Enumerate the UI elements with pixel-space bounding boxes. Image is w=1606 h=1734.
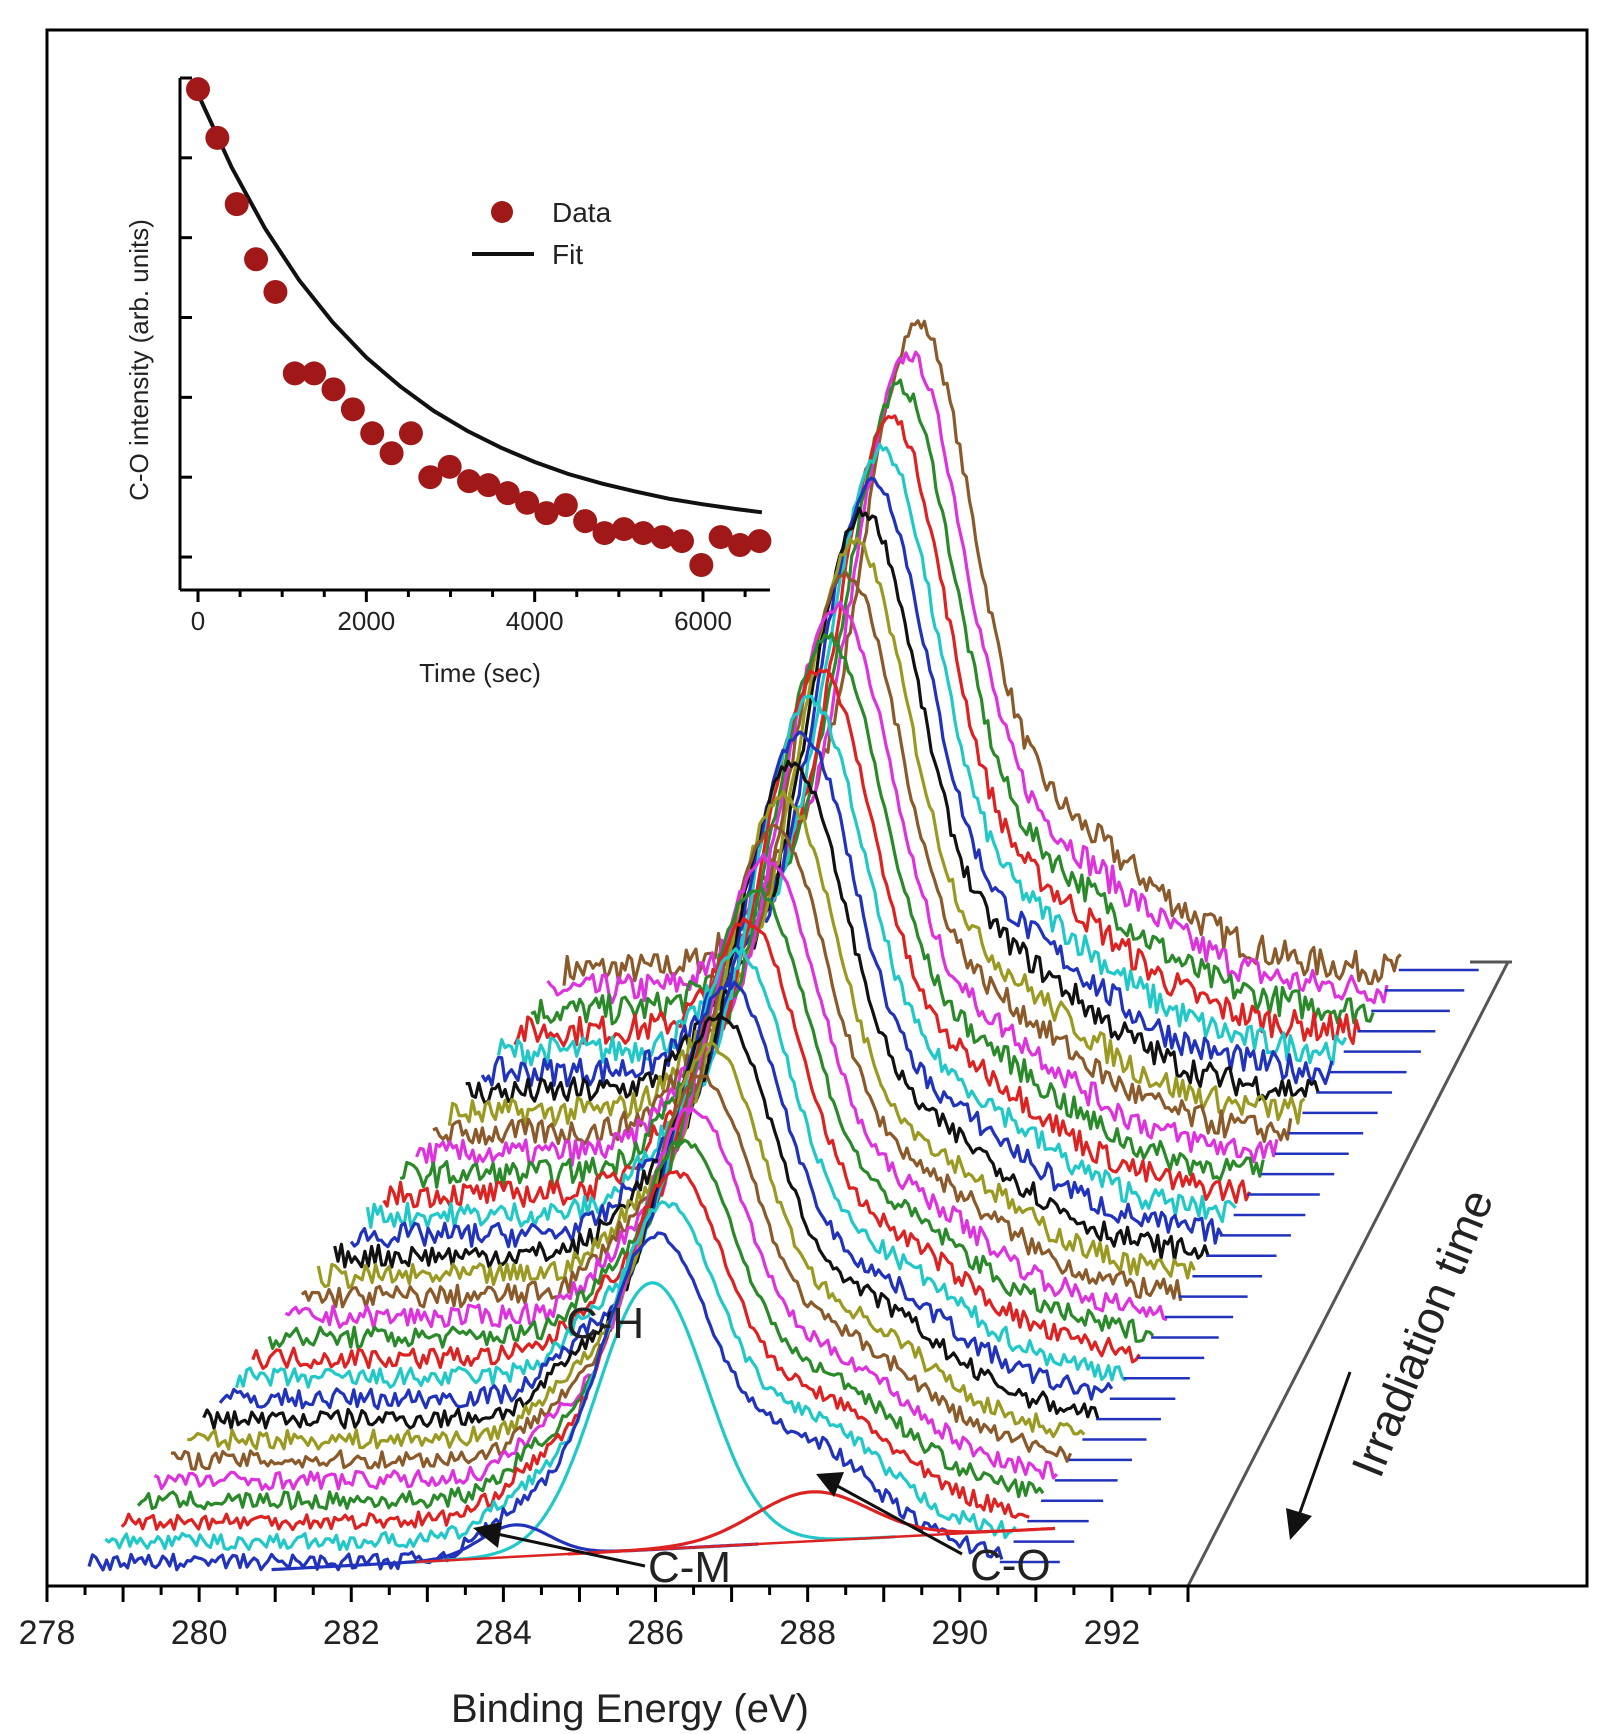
spectrum-line (496, 442, 1348, 1068)
peak-label-ch: C-H (566, 1299, 644, 1348)
spectrum-line (562, 319, 1402, 986)
inset-data-point (747, 529, 772, 554)
x-tick-label: 288 (779, 1614, 836, 1652)
inset-x-tick-label: 4000 (506, 606, 564, 636)
x-axis: 278 280 282 284 286 288 290 292 (19, 1584, 1587, 1652)
inset-x-tick-label: 6000 (674, 606, 732, 636)
x-tick-label: 292 (1084, 1614, 1141, 1652)
fit-line (196, 93, 763, 515)
inset-data-points (186, 77, 772, 578)
inset-data-point (689, 553, 714, 578)
inset-data-point (611, 517, 636, 542)
inset-data-point (340, 397, 365, 422)
spectrum-line (136, 1138, 1045, 1511)
inset-data-point (302, 361, 327, 386)
inset-data-point (398, 421, 423, 446)
spectrum-line (87, 1231, 1004, 1572)
inset-data-point (515, 490, 540, 515)
inset-data-point (708, 525, 733, 550)
x-tick-label: 280 (171, 1614, 228, 1652)
x-tick-label: 284 (475, 1614, 532, 1652)
inset-data-point (224, 192, 249, 217)
inset-data-point (495, 481, 520, 506)
inset-data-point (321, 377, 346, 402)
spectrum-line (447, 536, 1306, 1128)
x-tick-label: 286 (627, 1614, 684, 1652)
co-arrow (829, 1480, 963, 1556)
component-background (416, 1527, 1040, 1564)
inset-data-point (476, 473, 501, 498)
inset-axes: 0 2000 4000 6000 (178, 76, 770, 636)
inset-data-point (669, 529, 694, 554)
cm-arrow (487, 1530, 646, 1568)
inset-legend: Data Fit (472, 197, 612, 270)
inset-data-point (573, 509, 598, 534)
inset-x-axis-title: Time (sec) (419, 658, 541, 688)
x-tick-label: 282 (323, 1614, 380, 1652)
spectrum-line (530, 378, 1375, 1026)
spectrum-line (432, 569, 1293, 1146)
inset-data-point (592, 521, 617, 546)
spectrum-line (399, 631, 1265, 1189)
inset-data-point (379, 441, 404, 466)
inset-data-point (728, 533, 753, 558)
spectrum-line (382, 668, 1251, 1209)
x-tick-label: 278 (19, 1614, 76, 1652)
inset-data-point (553, 493, 578, 518)
spectrum-line (415, 600, 1279, 1168)
inset-data-point (282, 361, 307, 386)
plot-frame (45, 28, 1589, 1588)
legend-data-label: Data (552, 197, 612, 228)
spectrum-line (333, 759, 1210, 1269)
spectrum-line (513, 414, 1362, 1048)
depth-axis (1186, 960, 1512, 1587)
inset-data-point (244, 247, 269, 272)
spectrum-line (465, 506, 1320, 1106)
spectrum-line (187, 1041, 1086, 1451)
inset-data-point (360, 421, 385, 446)
peak-label-cm: C-M (648, 1543, 731, 1592)
inset-data-point (631, 521, 656, 546)
spectrum-line (120, 1169, 1030, 1532)
legend-data-marker (491, 201, 513, 223)
inset-data-point (186, 77, 210, 102)
legend-fit-label: Fit (552, 239, 583, 270)
co-arrow-head (816, 1472, 844, 1497)
inset-data-point (457, 469, 482, 494)
inset-x-tick-label: 0 (191, 606, 205, 636)
spectrum-line (480, 476, 1334, 1088)
spectrum-line (349, 730, 1224, 1249)
inset-data-point (205, 125, 230, 150)
spectrum-line (546, 350, 1389, 1005)
x-tick-label: 290 (931, 1614, 988, 1652)
spectrum-line (104, 1200, 1017, 1552)
cm-arrow-head (473, 1522, 502, 1548)
spectrum-line (251, 916, 1141, 1370)
inset-data-point (650, 525, 675, 550)
spectra-stack (87, 319, 1479, 1572)
inset-y-axis-title: C-O intensity (arb. units) (124, 219, 154, 501)
x-axis-title: Binding Energy (eV) (451, 1687, 809, 1731)
component-peaks (271, 1281, 1056, 1572)
inset-data-point (437, 454, 462, 479)
inset-data-point (534, 501, 559, 526)
time-arrow (1296, 1371, 1352, 1519)
peak-label-co: C-O (970, 1541, 1051, 1590)
depth-axis-line (1186, 961, 1510, 1587)
spectrum-line (218, 979, 1114, 1411)
spectrum-line (365, 694, 1237, 1229)
inset-data-point (418, 465, 443, 490)
component-peak-c-h (408, 1281, 896, 1564)
irradiation-time-label: Irradiation time (1341, 1182, 1503, 1484)
time-arrow-head (1286, 1508, 1312, 1540)
inset-data-point (263, 279, 288, 304)
decay-inset: 0 2000 4000 6000 Time (sec) C-O intensity (… (124, 76, 772, 688)
spectrum-line (234, 947, 1127, 1389)
inset-x-tick-label: 2000 (337, 606, 395, 636)
